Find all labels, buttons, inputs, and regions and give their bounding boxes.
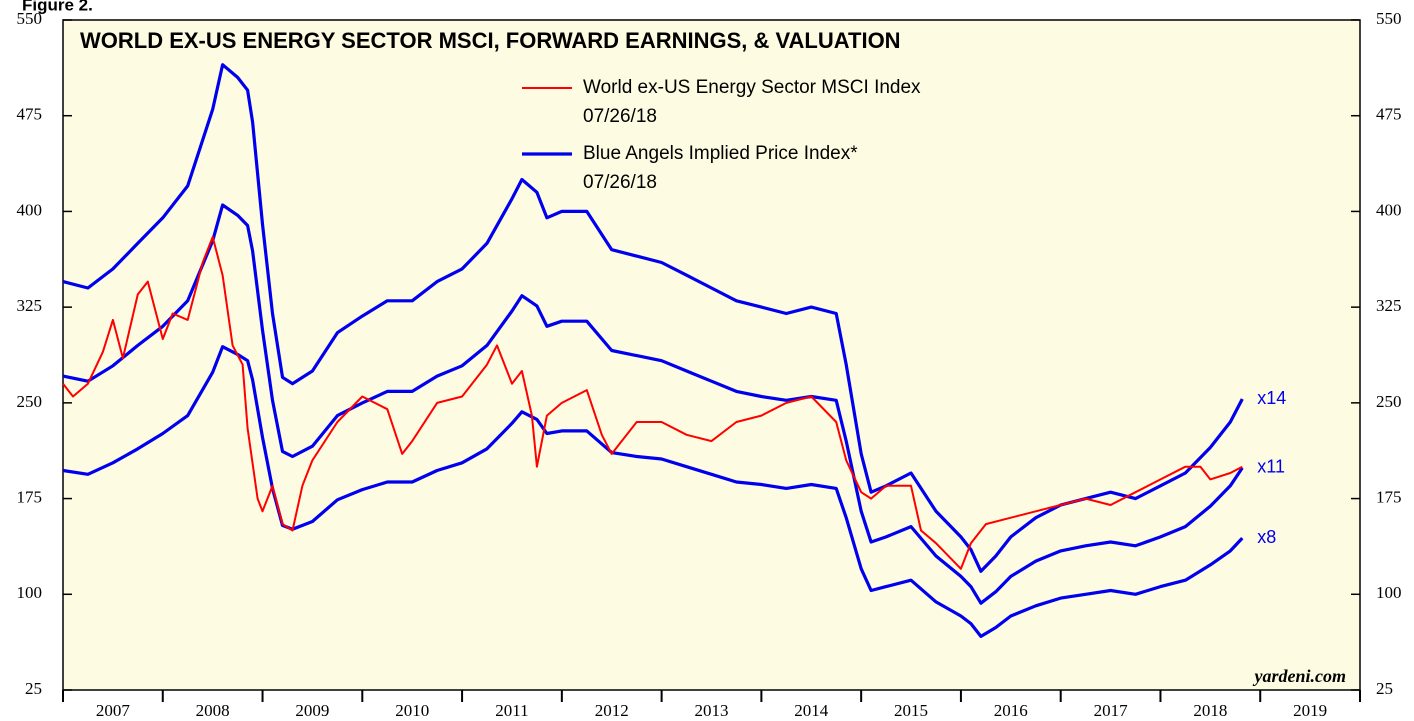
series-end-label: x14: [1257, 388, 1286, 408]
x-tick-label: 2017: [1094, 701, 1129, 720]
series-end-label: x11: [1257, 457, 1285, 477]
series-line: [62, 63, 1244, 573]
plot-area: [62, 19, 1361, 691]
chart-title: WORLD EX-US ENERGY SECTOR MSCI, FORWARD …: [80, 28, 901, 53]
x-tick-label: 2007: [96, 701, 131, 720]
series-line: [62, 203, 1244, 605]
legend-label: World ex-US Energy Sector MSCI Index: [583, 77, 921, 98]
series-end-label: x8: [1257, 527, 1276, 547]
x-tick-label: 2015: [894, 701, 928, 720]
y2-tick-label: 550: [1376, 9, 1402, 28]
y2-tick-label: 25: [1376, 679, 1393, 698]
y-tick-label: 325: [17, 296, 43, 315]
series-line: [62, 236, 1243, 570]
x-tick-label: 2018: [1193, 701, 1227, 720]
x-tick-label: 2011: [495, 701, 528, 720]
legend-date: 07/26/18: [583, 172, 657, 193]
legend-date: 07/26/18: [583, 106, 657, 127]
x-tick-label: 2014: [794, 701, 829, 720]
y-tick-label: 100: [17, 583, 43, 602]
x-tick-label: 2009: [295, 701, 329, 720]
y2-tick-label: 475: [1376, 105, 1402, 124]
y-tick-label: 400: [17, 200, 43, 219]
y-tick-label: 175: [17, 487, 43, 506]
figure-label: Figure 2.: [22, 0, 93, 14]
x-tick-label: 2019: [1293, 701, 1327, 720]
series-line: [62, 345, 1244, 638]
y2-tick-label: 175: [1376, 487, 1402, 506]
y2-tick-label: 325: [1376, 296, 1402, 315]
y2-tick-label: 400: [1376, 200, 1402, 219]
y2-tick-label: 100: [1376, 583, 1402, 602]
x-tick-label: 2013: [695, 701, 729, 720]
x-tick-label: 2012: [595, 701, 629, 720]
source: yardeni.com: [1253, 666, 1347, 686]
y2-tick-label: 250: [1376, 392, 1402, 411]
y-tick-label: 25: [25, 679, 42, 698]
x-tick-label: 2016: [994, 701, 1028, 720]
legend-label: Blue Angels Implied Price Index*: [583, 143, 858, 164]
y-tick-label: 550: [17, 9, 43, 28]
y-tick-label: 250: [17, 392, 43, 411]
y-tick-label: 475: [17, 105, 43, 124]
x-tick-label: 2010: [395, 701, 429, 720]
x-tick-label: 2008: [196, 701, 230, 720]
